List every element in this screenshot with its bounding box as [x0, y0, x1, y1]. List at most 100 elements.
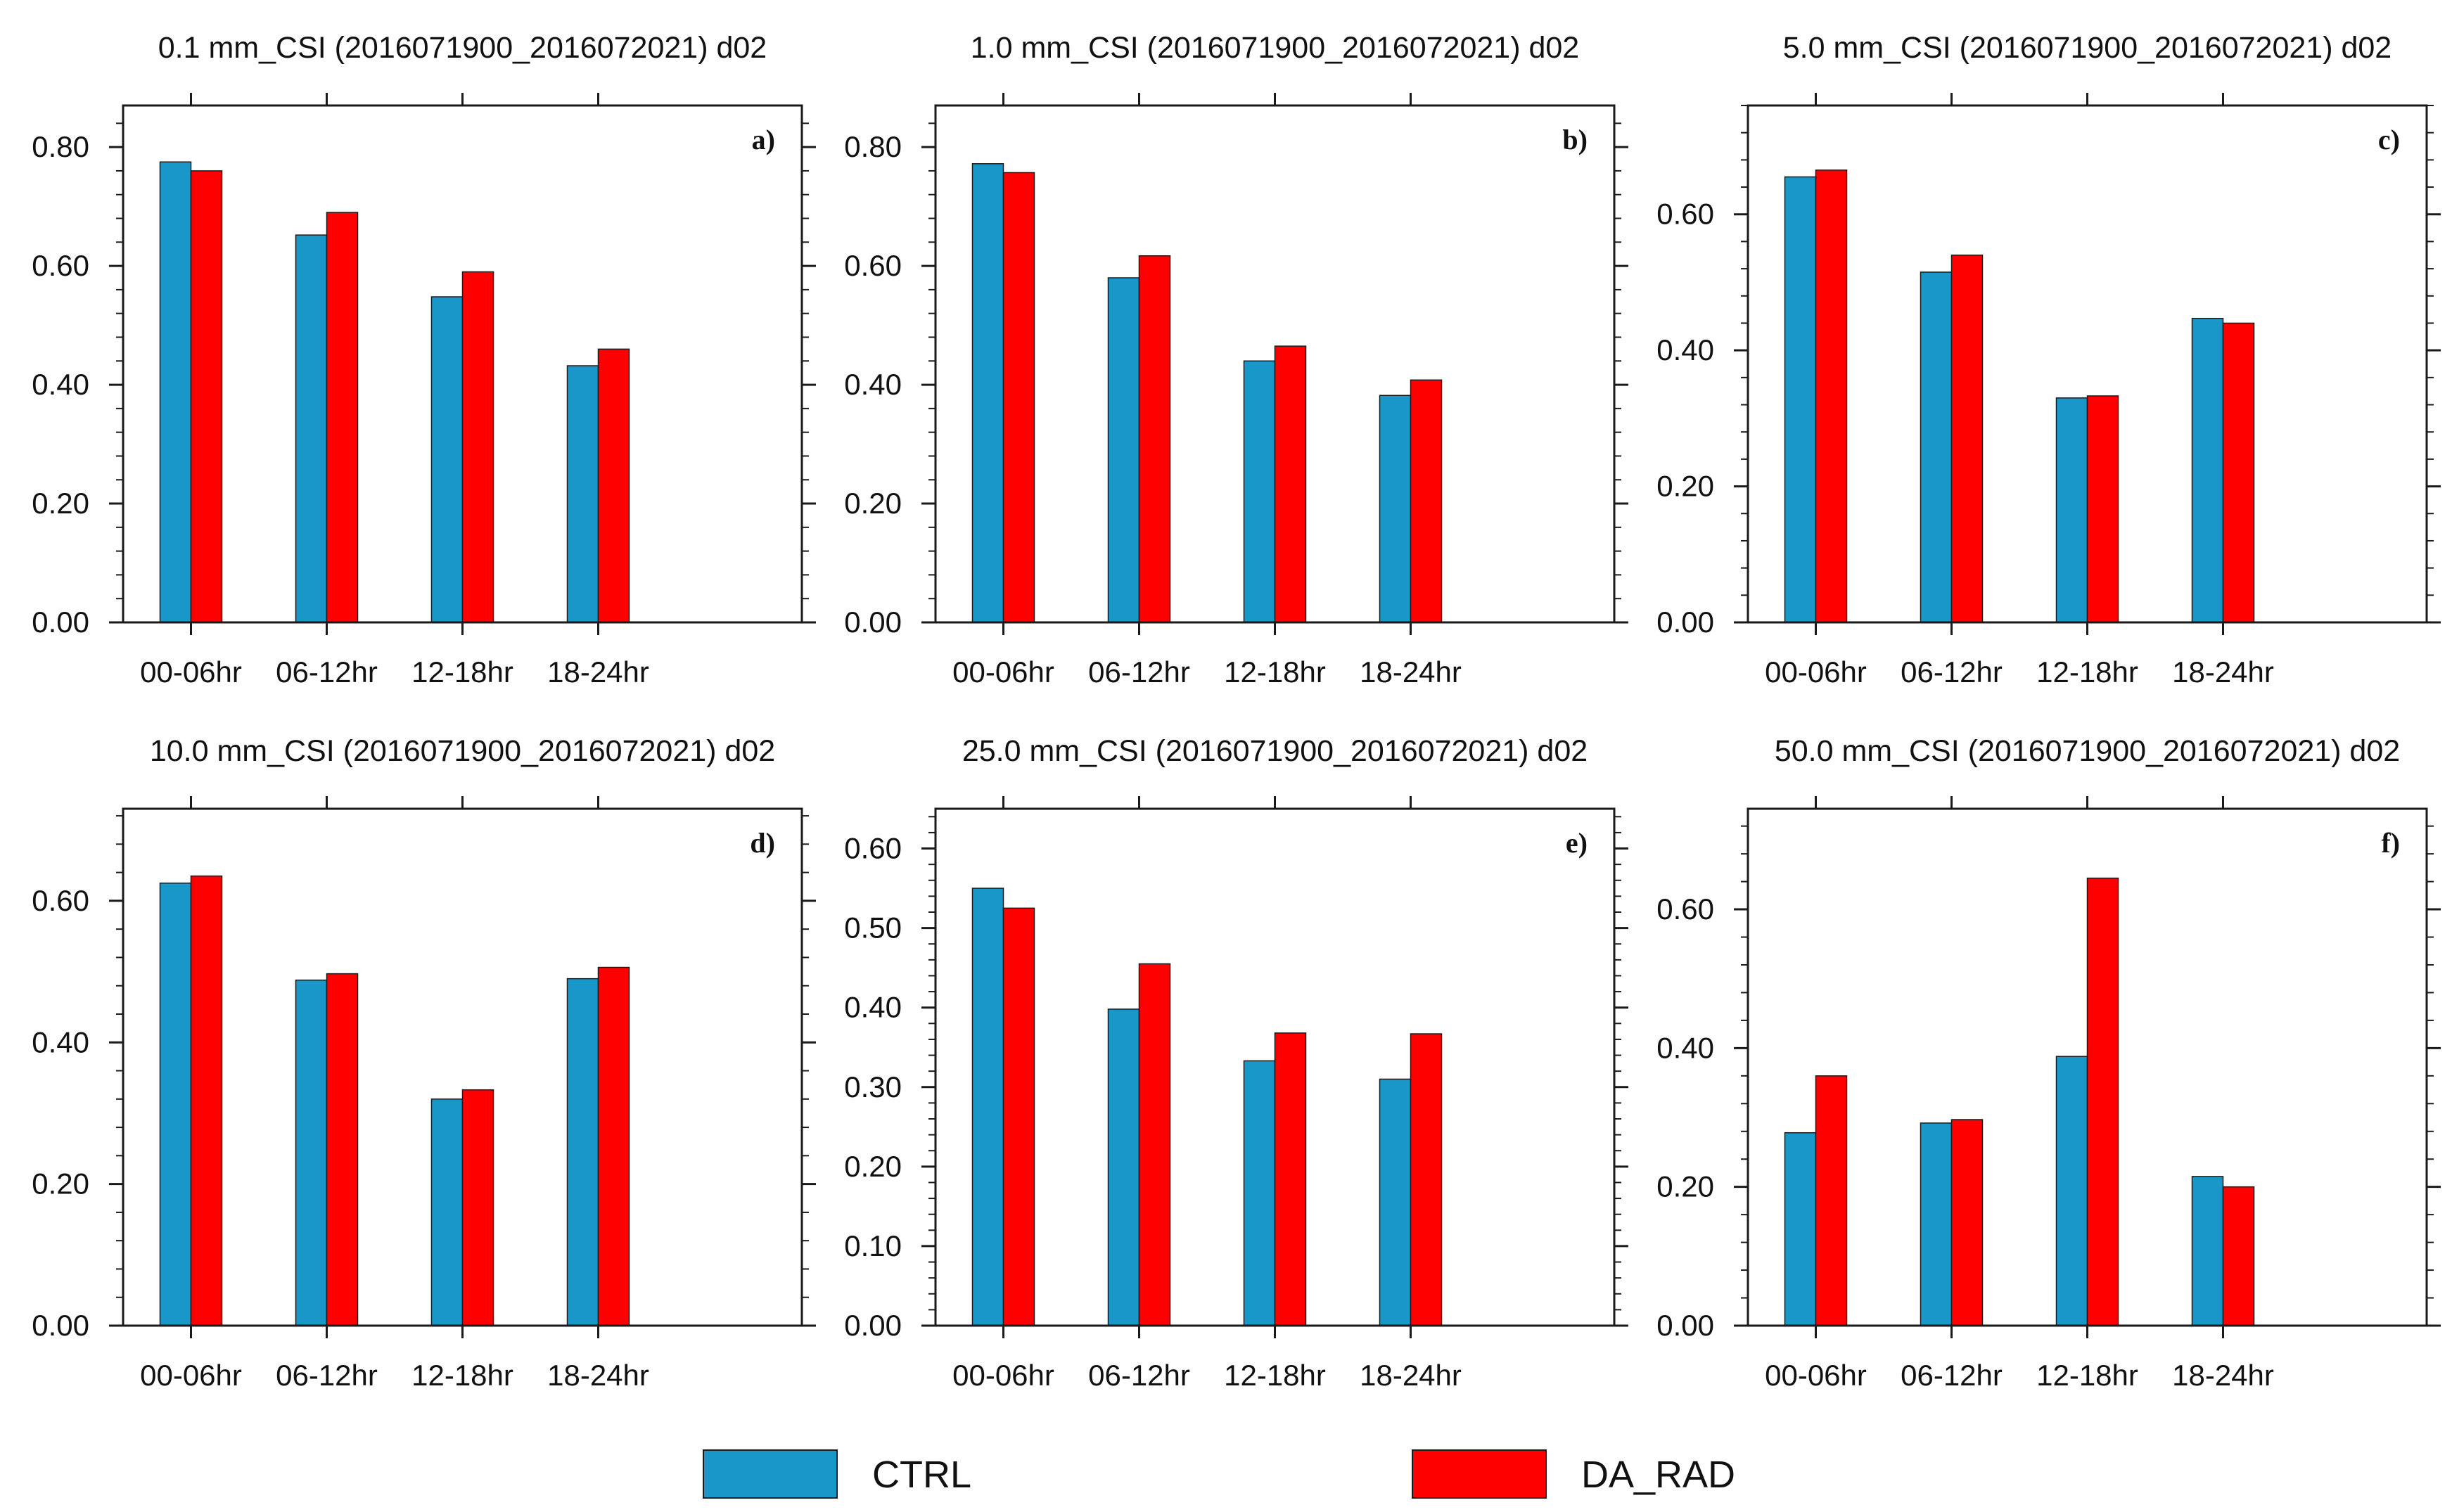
bar-ctrl-18-24hr [566, 365, 599, 623]
bar-da-rad-06-12hr [1950, 1119, 1984, 1326]
y-tick-label: 0.10 [844, 1229, 902, 1262]
x-tick-label: 18-24hr [2172, 655, 2274, 688]
bar-ctrl-06-12hr [1920, 271, 1953, 623]
bar-da-rad-18-24hr [597, 966, 630, 1326]
bar-ctrl-18-24hr [2191, 1176, 2224, 1326]
panel-label: b) [1562, 124, 1588, 155]
y-tick-label: 0.60 [844, 249, 902, 282]
chart-title: 10.0 mm_CSI (2016071900_2016072021) d02 [150, 734, 775, 768]
x-tick-label: 12-18hr [411, 1359, 513, 1392]
x-tick-label: 18-24hr [547, 655, 649, 688]
bar-ctrl-00-06hr [1784, 176, 1817, 623]
bar-ctrl-06-12hr [295, 234, 328, 623]
chart-title: 50.0 mm_CSI (2016071900_2016072021) d02 [1775, 734, 2400, 768]
legend-label-da-rad: DA_RAD [1581, 1454, 1735, 1496]
bar-ctrl-06-12hr [1107, 1008, 1140, 1326]
y-tick-label: 0.60 [1656, 892, 1714, 925]
y-tick-label: 0.20 [32, 487, 89, 520]
x-tick-label: 06-12hr [1901, 1359, 2003, 1392]
x-tick-label: 00-06hr [1765, 655, 1867, 688]
bar-ctrl-18-24hr [2191, 317, 2224, 623]
panel-label: f) [2381, 827, 2400, 859]
bar-ctrl-00-06hr [971, 888, 1004, 1326]
legend-label-ctrl: CTRL [872, 1454, 971, 1496]
legend: CTRL DA_RAD [703, 1449, 1735, 1499]
chart-title: 25.0 mm_CSI (2016071900_2016072021) d02 [962, 734, 1588, 768]
bar-ctrl-06-12hr [1920, 1122, 1953, 1326]
y-tick-label: 0.30 [844, 1070, 902, 1103]
y-tick-label: 0.80 [844, 130, 902, 163]
y-tick-label: 0.20 [32, 1167, 89, 1200]
y-tick-label: 0.00 [844, 606, 902, 639]
y-tick-label: 0.20 [1656, 470, 1714, 503]
y-tick-label: 0.60 [32, 249, 89, 282]
legend-swatch-ctrl [703, 1449, 838, 1499]
chart-panel-4: 10.0 mm_CSI (2016071900_2016072021) d02 d… [32, 734, 816, 1392]
y-tick-label: 0.60 [32, 884, 89, 917]
chart-title: 0.1 mm_CSI (2016071900_2016072021) d02 [158, 31, 767, 65]
bar-da-rad-00-06hr [1815, 169, 1848, 623]
bar-ctrl-12-18hr [430, 1098, 464, 1326]
bar-da-rad-00-06hr [1815, 1075, 1848, 1326]
chart-panel-2: 1.0 mm_CSI (2016071900_2016072021) d02 b)… [844, 31, 1628, 688]
bar-da-rad-06-12hr [1138, 255, 1171, 623]
y-tick-label: 0.40 [1656, 333, 1714, 366]
bar-ctrl-12-18hr [1243, 1060, 1276, 1326]
chart-title: 1.0 mm_CSI (2016071900_2016072021) d02 [971, 31, 1579, 65]
bar-da-rad-00-06hr [1002, 907, 1035, 1326]
panel-label: a) [752, 124, 775, 155]
bar-ctrl-12-18hr [2055, 1056, 2088, 1326]
x-tick-label: 18-24hr [1360, 655, 1462, 688]
bar-ctrl-00-06hr [1784, 1132, 1817, 1326]
y-tick-label: 0.00 [844, 1309, 902, 1342]
x-tick-label: 12-18hr [2036, 1359, 2138, 1392]
panel-label: d) [750, 827, 775, 859]
y-tick-label: 0.00 [32, 606, 89, 639]
bar-da-rad-18-24hr [2222, 1186, 2255, 1326]
x-tick-label: 00-06hr [140, 655, 242, 688]
y-tick-label: 0.60 [1656, 198, 1714, 231]
bar-da-rad-12-18hr [461, 271, 494, 623]
bar-ctrl-00-06hr [971, 163, 1004, 623]
chart-panel-1: 0.1 mm_CSI (2016071900_2016072021) d02 a)… [32, 31, 816, 688]
bar-da-rad-00-06hr [190, 875, 223, 1326]
bar-da-rad-18-24hr [1410, 1033, 1443, 1326]
bar-ctrl-12-18hr [430, 296, 464, 623]
y-tick-label: 0.40 [1656, 1031, 1714, 1064]
bar-ctrl-12-18hr [2055, 397, 2088, 623]
x-tick-label: 00-06hr [1765, 1359, 1867, 1392]
x-tick-label: 12-18hr [2036, 655, 2138, 688]
y-tick-label: 0.40 [32, 1025, 89, 1058]
y-tick-label: 0.60 [844, 832, 902, 865]
bar-ctrl-00-06hr [159, 882, 192, 1326]
y-tick-label: 0.20 [844, 1150, 902, 1183]
x-tick-label: 18-24hr [2172, 1359, 2274, 1392]
bar-ctrl-06-12hr [1107, 277, 1140, 623]
bar-ctrl-00-06hr [159, 161, 192, 623]
y-tick-label: 0.50 [844, 911, 902, 944]
bar-da-rad-12-18hr [2086, 877, 2119, 1326]
bar-da-rad-12-18hr [1274, 1032, 1307, 1326]
x-tick-label: 06-12hr [1088, 655, 1190, 688]
y-tick-label: 0.40 [844, 368, 902, 401]
y-tick-label: 0.40 [844, 991, 902, 1024]
panel-label: e) [1566, 827, 1588, 859]
bar-da-rad-00-06hr [1002, 172, 1035, 623]
x-tick-label: 06-12hr [276, 655, 378, 688]
chart-panel-3: 5.0 mm_CSI (2016071900_2016072021) d02 c)… [1656, 31, 2441, 688]
bar-da-rad-06-12hr [326, 212, 359, 623]
x-tick-label: 00-06hr [952, 655, 1054, 688]
bar-da-rad-18-24hr [2222, 322, 2255, 623]
chart-title: 5.0 mm_CSI (2016071900_2016072021) d02 [1783, 31, 2392, 65]
y-tick-label: 0.80 [32, 130, 89, 163]
x-tick-label: 00-06hr [952, 1359, 1054, 1392]
bar-da-rad-00-06hr [190, 170, 223, 623]
chart-panel-6: 50.0 mm_CSI (2016071900_2016072021) d02 f… [1656, 734, 2441, 1392]
bar-da-rad-12-18hr [2086, 395, 2119, 623]
bar-da-rad-18-24hr [597, 348, 630, 623]
bar-ctrl-18-24hr [566, 978, 599, 1326]
panel-label: c) [2378, 124, 2400, 155]
bar-ctrl-12-18hr [1243, 360, 1276, 623]
bar-da-rad-12-18hr [1274, 345, 1307, 623]
